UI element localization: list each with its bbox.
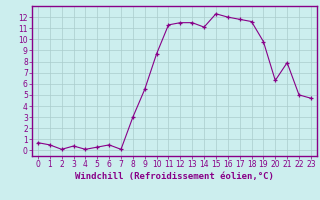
X-axis label: Windchill (Refroidissement éolien,°C): Windchill (Refroidissement éolien,°C)	[75, 172, 274, 181]
